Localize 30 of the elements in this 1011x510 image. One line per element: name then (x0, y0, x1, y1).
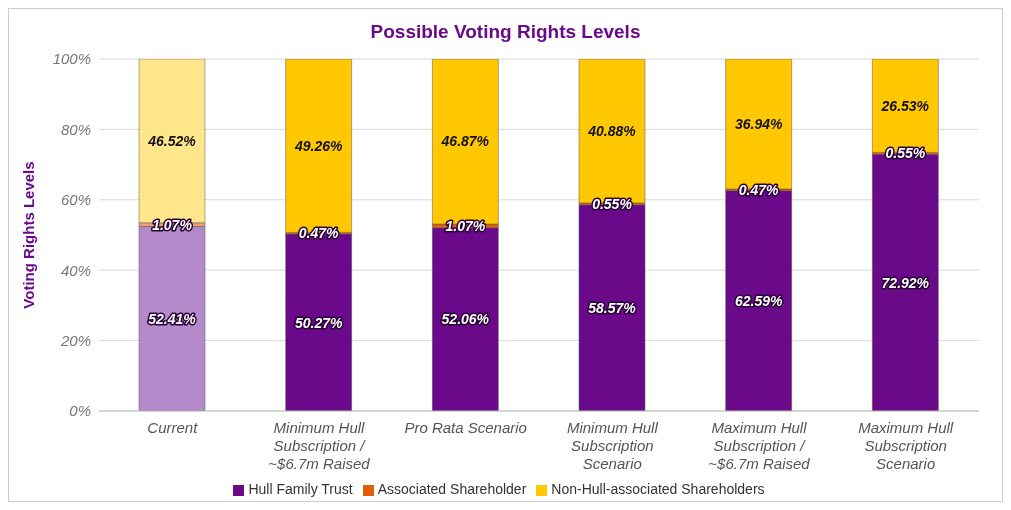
x-tick-label: Minimum Hull Subscription Scenario (566, 419, 659, 472)
data-label: 50.27% (294, 314, 343, 331)
data-label: 26.53% (880, 97, 930, 114)
x-tick-label: Current (147, 419, 199, 436)
data-label: 40.88% (587, 122, 637, 139)
x-tick-label: Pro Rata Scenario (404, 419, 527, 436)
data-label: 36.94% (734, 116, 783, 133)
data-label: 52.41% (148, 310, 197, 327)
y-tick-label: 100% (52, 50, 91, 68)
y-tick-label: 40% (60, 261, 91, 279)
data-label: 72.92% (881, 274, 930, 291)
data-label: 52.06% (441, 311, 490, 328)
y-axis-title: Voting Rights Levels (20, 161, 38, 309)
y-tick-label: 60% (60, 191, 91, 209)
legend-label: Non-Hull-associated Shareholders (551, 481, 765, 497)
y-tick-label: 80% (60, 120, 91, 138)
y-tick-label: 0% (69, 402, 91, 420)
chart-title: Possible Voting Rights Levels (369, 20, 642, 44)
data-label: 49.26% (293, 137, 343, 154)
data-label: 1.07% (445, 217, 486, 234)
x-tick-label: Maximum Hull Subscription / ~$6.7m Raised (708, 419, 811, 472)
data-label: 58.57% (588, 299, 637, 316)
data-label: 62.59% (734, 292, 783, 309)
y-tick-label: 20% (59, 331, 91, 349)
legend-label: Associated Shareholder (377, 481, 527, 497)
legend-label: Hull Family Trust (248, 481, 353, 497)
data-label: 46.52% (147, 132, 197, 149)
data-label: 46.87% (440, 133, 490, 150)
x-tick-label: Maximum Hull Subscription Scenario (858, 419, 954, 472)
x-tick-label: Minimum Hull Subscription / ~$6.7m Raised (268, 419, 371, 472)
